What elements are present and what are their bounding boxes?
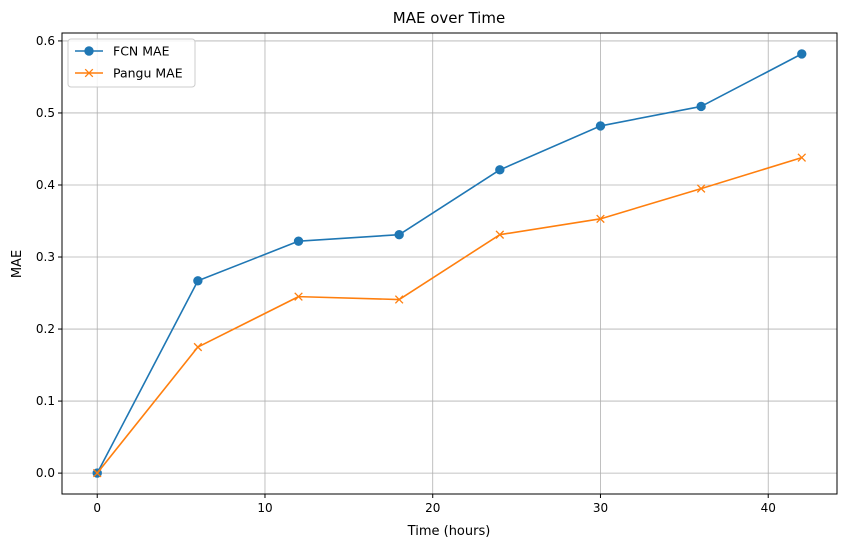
legend-item: FCN MAE <box>75 44 170 59</box>
data-point <box>495 230 505 239</box>
y-tick-label: 0.5 <box>36 106 55 120</box>
x-tick-label: 0 <box>93 501 101 515</box>
data-point <box>595 121 606 131</box>
axis-ticks: 0 10 20 30 40 0.0 0.1 0.2 0.3 0.4 0.5 0.6 <box>36 34 776 515</box>
y-tick-label: 0.4 <box>36 178 55 192</box>
grid <box>62 33 837 494</box>
chart-title: MAE over Time <box>393 9 505 27</box>
data-point <box>495 165 505 175</box>
data-point <box>193 342 203 352</box>
data-point <box>696 101 706 112</box>
data-point <box>92 468 102 478</box>
data-point <box>293 236 304 246</box>
legend-item: Pangu MAE <box>75 66 183 81</box>
y-tick-label: 0.1 <box>36 394 55 408</box>
plot-frame <box>61 32 838 495</box>
y-axis-label: MAE <box>10 250 25 278</box>
legend-label: Pangu MAE <box>113 66 183 81</box>
series-line <box>96 53 803 474</box>
data-point <box>797 153 807 162</box>
legend: FCN MAE Pangu MAE <box>67 38 196 88</box>
x-tick-label: 40 <box>761 501 776 515</box>
x-tick-label: 10 <box>257 501 272 515</box>
legend-label: FCN MAE <box>113 44 170 59</box>
y-tick-label: 0.3 <box>36 250 55 264</box>
series-fcn <box>92 49 807 478</box>
series-layer <box>92 49 807 478</box>
y-tick-label: 0.2 <box>36 322 55 336</box>
legend-marker <box>84 46 94 56</box>
x-tick-label: 30 <box>593 501 608 515</box>
data-point <box>797 49 807 59</box>
legend-marker <box>84 68 94 78</box>
data-point <box>596 214 605 224</box>
y-tick-label: 0.0 <box>36 466 55 480</box>
y-tick-label: 0.6 <box>36 34 55 48</box>
series-line <box>96 156 803 474</box>
data-point <box>294 292 303 301</box>
x-axis-label: Time (hours) <box>407 524 491 539</box>
x-tick-label: 20 <box>425 501 440 515</box>
data-point <box>394 295 404 304</box>
data-point <box>193 276 203 286</box>
series-pangu <box>92 153 807 478</box>
data-point <box>394 229 404 240</box>
data-point <box>696 184 706 193</box>
